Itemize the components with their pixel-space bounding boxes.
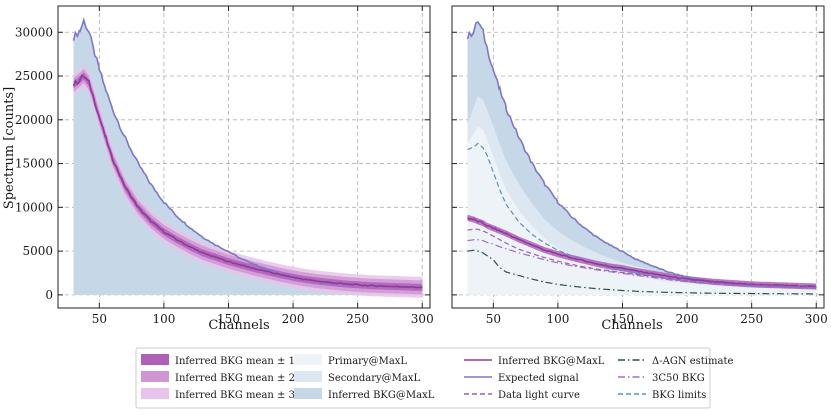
right-panel: 50 100 150 200 250 300: [451, 5, 828, 326]
band-inferred-bkg-maxl: [467, 20, 817, 295]
band-secondary-maxl: [467, 96, 817, 295]
y-tick-label: 20000: [15, 113, 53, 127]
legend-swatch: [141, 354, 169, 365]
legend-label: Δ-AGN estimate: [652, 356, 733, 367]
x-tick-label: 250: [346, 312, 369, 326]
band-inferred-bkg-maxl: [73, 20, 423, 295]
legend-label: Inferred BKG mean ± 3σ: [175, 390, 302, 401]
x-tick-label: 50: [92, 312, 107, 326]
x-tick-label: 300: [411, 312, 434, 326]
legend-label: Inferred BKG mean ± 1σ: [175, 356, 302, 367]
x-axis-label-left: Channels: [208, 318, 269, 333]
axes-frame: [57, 5, 431, 309]
series-line-data-light-curve: [467, 228, 817, 288]
legend-swatch: [294, 388, 322, 399]
x-axis-label-right: Channels: [601, 318, 662, 333]
legend-label: BKG limits: [652, 390, 706, 401]
uncertainty-band: [467, 214, 817, 290]
legend-swatch: [141, 388, 169, 399]
legend-label: Inferred BKG mean ± 2σ: [175, 373, 302, 384]
legend: Inferred BKG mean ± 1σ Inferred BKG mean …: [135, 347, 733, 409]
legend-label: Expected signal: [498, 373, 579, 384]
y-tick-label: 0: [45, 288, 53, 302]
legend-label: Inferred BKG@MaxL: [498, 356, 605, 367]
y-tick-label: 10000: [15, 200, 53, 214]
y-tick-label: 5000: [22, 244, 53, 258]
series-line--agn-estimate: [467, 249, 817, 295]
legend-label: Data light curve: [498, 390, 580, 401]
y-axis-label: Spectrum [counts]: [2, 87, 17, 209]
legend-swatch: [294, 371, 322, 382]
x-tick-label: 100: [152, 312, 175, 326]
series-line-inferred-bkg-maxl: [72, 74, 423, 289]
x-tick-label: 150: [611, 312, 634, 326]
x-tick-label: 50: [486, 312, 501, 326]
x-tick-label: 150: [217, 312, 240, 326]
legend-frame: [135, 347, 711, 409]
legend-label: 3C50 BKG: [652, 373, 705, 384]
legend-swatch: [294, 354, 322, 365]
x-tick-label: 200: [282, 312, 305, 326]
legend-label: Secondary@MaxL: [328, 373, 420, 384]
series-line-inferred-bkg-maxl: [467, 217, 817, 288]
x-tick-label: 300: [805, 312, 828, 326]
legend-label: Inferred BKG@MaxL: [328, 390, 435, 401]
axes-frame: [451, 5, 825, 309]
y-tick-label: 15000: [15, 157, 53, 171]
left-panel: 50 100 150 200 250 300 0 5000 10000 15000 20000 250…: [15, 5, 434, 326]
x-tick-label: 100: [546, 312, 569, 326]
x-tick-label: 250: [740, 312, 763, 326]
y-tick-label: 25000: [15, 69, 53, 83]
y-tick-label: 30000: [15, 25, 53, 39]
legend-swatch: [141, 371, 169, 382]
x-tick-label: 200: [676, 312, 699, 326]
legend-label: Primary@MaxL: [328, 356, 407, 367]
series-line-3c50-bkg: [467, 239, 817, 289]
